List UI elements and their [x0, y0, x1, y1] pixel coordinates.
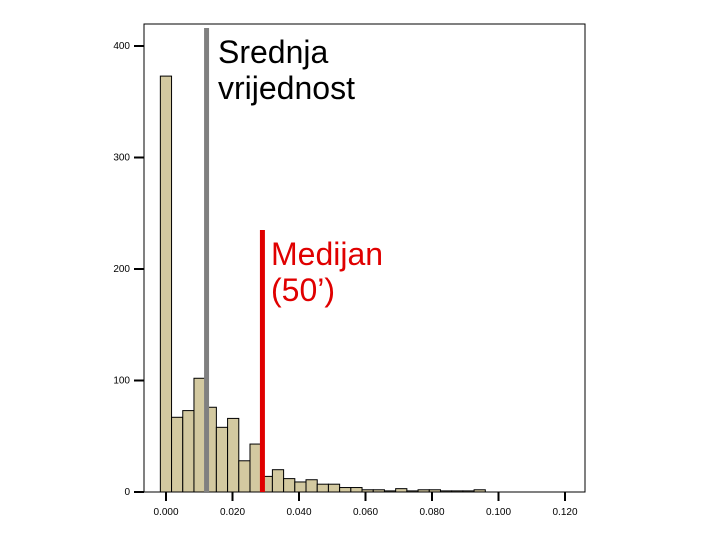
x-tick-label-0: 0.000 — [153, 507, 178, 518]
histogram-bar-5 — [215, 426, 229, 493]
histogram-bar-20 — [383, 490, 397, 493]
histogram-bar-22 — [406, 490, 419, 493]
y-tick-label-3: 300 — [113, 153, 130, 164]
x-tick-label-6: 0.120 — [552, 507, 577, 518]
histogram-bar-7 — [238, 460, 251, 493]
histogram-bar-16 — [339, 487, 352, 493]
histogram-bar-18 — [361, 489, 374, 493]
y-axis: 0 100 200 300 400 — [113, 41, 144, 498]
histogram-bar-12 — [294, 481, 307, 493]
histogram-bar-25 — [439, 490, 453, 493]
median-annotation: Medijan (50’) — [271, 236, 383, 308]
x-tick-label-5: 0.100 — [486, 507, 511, 518]
histogram-bar-0 — [159, 75, 173, 493]
x-tick-label-3: 0.060 — [353, 507, 378, 518]
histogram-bar-27 — [462, 490, 475, 493]
y-tick-label-4: 400 — [113, 41, 130, 52]
histogram-bar-26 — [451, 490, 464, 493]
x-axis: 0.000 0.020 0.040 0.060 0.080 0.100 0.120 — [153, 492, 578, 518]
reference-lines — [204, 28, 265, 492]
histogram-bar-6 — [227, 417, 240, 493]
histogram-bar-23 — [417, 489, 430, 493]
y-tick-label-1: 100 — [113, 376, 130, 387]
x-tick-label-4: 0.080 — [419, 507, 444, 518]
mean-label-line-2: vrijednost — [218, 70, 355, 106]
histogram-bar-19 — [372, 489, 385, 493]
y-tick-label-0: 0 — [124, 487, 130, 498]
histogram-bar-2 — [182, 410, 195, 493]
histogram-bar-14 — [316, 483, 329, 493]
y-tick-label-2: 200 — [113, 264, 130, 275]
histogram-bar-17 — [350, 487, 363, 493]
histogram-bar-3 — [193, 377, 206, 493]
mean-label-line-1: Srednja — [218, 34, 329, 70]
histogram-bar-15 — [327, 483, 341, 493]
histogram-bars — [159, 75, 486, 493]
histogram-bar-24 — [428, 489, 441, 493]
histogram-bar-11 — [283, 478, 296, 493]
median-label-line-2: (50’) — [271, 272, 336, 308]
histogram-bar-13 — [305, 479, 318, 493]
histogram-bar-8 — [249, 443, 262, 493]
histogram-bar-28 — [473, 489, 486, 493]
mean-annotation: Srednja vrijednost — [218, 34, 355, 106]
x-tick-label-2: 0.040 — [286, 507, 311, 518]
histogram-bar-1 — [171, 416, 184, 493]
median-label-line-1: Medijan — [271, 236, 384, 272]
histogram-bar-21 — [395, 488, 408, 493]
x-tick-label-1: 0.020 — [220, 507, 245, 518]
histogram-bar-10 — [271, 469, 285, 493]
